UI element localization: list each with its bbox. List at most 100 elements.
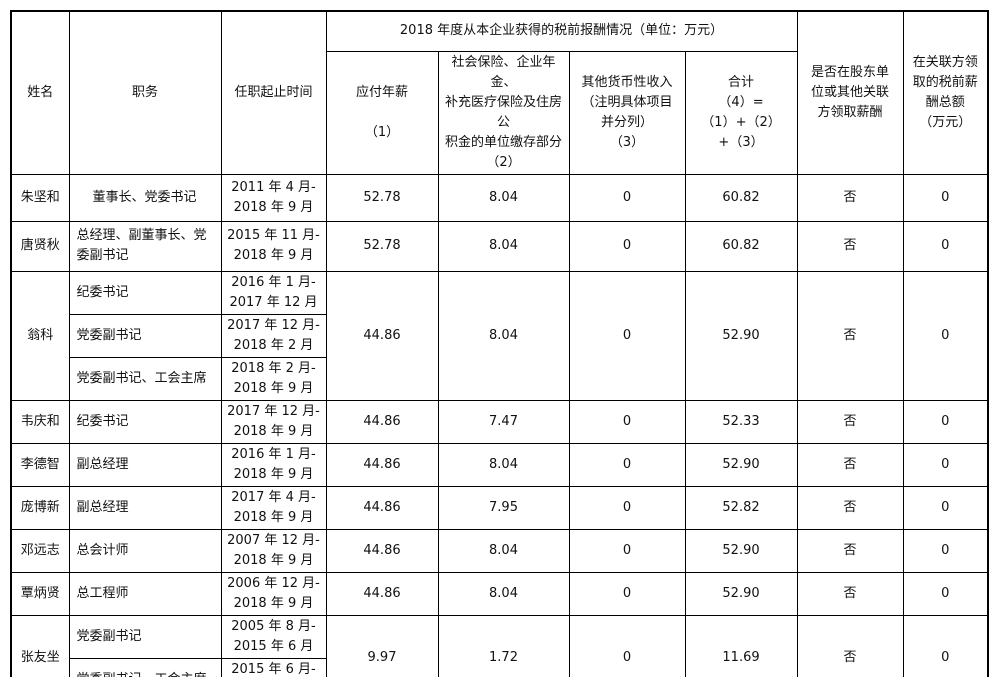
insurance-cell: 8.04 [437, 571, 570, 616]
salary-cell: 52.78 [325, 173, 439, 222]
position-cell: 总经理、副董事长、党委副书记 [68, 220, 222, 272]
table-row: 翁科 纪委书记 2016 年 1 月- 2017 年 12 月 44.86 8.… [10, 270, 989, 401]
table-row: 党委副书记、工会主席 2018 年 2 月- 2018 年 9 月 [11, 356, 988, 401]
table-row: 邓远志 总会计师 2007 年 12 月- 2018 年 9 月 44.86 8… [10, 528, 989, 573]
total-cell: 60.82 [684, 173, 798, 222]
position-cell: 党委副书记、工会主席 [68, 356, 222, 401]
name-cell: 邓远志 [10, 528, 70, 573]
table-row: 韦庆和 纪委书记 2017 年 12 月- 2018 年 9 月 44.86 7… [10, 399, 989, 444]
term-cell: 2005 年 8 月- 2015 年 6 月 [220, 614, 327, 659]
name-cell: 唐贤秋 [10, 220, 70, 272]
name-cell: 翁科 [10, 270, 70, 401]
header-position: 职务 [68, 10, 222, 175]
header-total: 合计 （4）=（1）+（2） +（3） [684, 50, 798, 175]
term-cell: 2016 年 1 月- 2018 年 9 月 [220, 442, 327, 487]
related-amount-cell: 0 [902, 571, 989, 616]
total-cell: 52.90 [684, 442, 798, 487]
header-insurance: 社会保险、企业年金、 补充医疗保险及住房公 积金的单位缴存部分 （2） [437, 50, 570, 175]
related-pay-cell: 否 [796, 270, 904, 401]
salary-cell: 44.86 [325, 571, 439, 616]
position-cell: 董事长、党委书记 [68, 173, 222, 222]
table-header-row-1: 姓名 职务 任职起止时间 2018 年度从本企业获得的税前报酬情况（单位：万元）… [10, 10, 989, 175]
term-cell: 2017 年 4 月- 2018 年 9 月 [220, 485, 327, 530]
term-cell: 2006 年 12 月- 2018 年 9 月 [220, 571, 327, 616]
table-row: 唐贤秋 总经理、副董事长、党委副书记 2015 年 11 月- 2018 年 9… [10, 220, 989, 272]
term-cell: 2016 年 1 月- 2017 年 12 月 [220, 270, 327, 315]
header-group-2018-pretax: 2018 年度从本企业获得的税前报酬情况（单位：万元） [325, 10, 798, 52]
total-cell: 52.90 [684, 270, 798, 401]
header-related-pay-question: 是否在股东单 位或其他关联 方领取薪酬 [796, 10, 904, 175]
related-pay-cell: 否 [796, 173, 904, 222]
header-name: 姓名 [10, 10, 70, 175]
position-cell: 纪委书记 [68, 399, 222, 444]
position-cell: 党委副书记 [68, 313, 222, 358]
related-pay-cell: 否 [796, 485, 904, 530]
position-cell: 总会计师 [68, 528, 222, 573]
name-cell: 张友坐 [10, 614, 70, 677]
header-related-pay-amount: 在关联方领 取的税前薪 酬总额 （万元） [902, 10, 989, 175]
other-income-cell: 0 [568, 528, 686, 573]
related-amount-cell: 0 [902, 220, 989, 272]
name-cell: 庞博新 [10, 485, 70, 530]
related-pay-cell: 否 [796, 442, 904, 487]
table-row: 党委副书记、工会主席 2015 年 6 月- 2018 年 2 月 [11, 657, 988, 677]
salary-cell: 44.86 [325, 270, 439, 401]
other-income-cell: 0 [568, 399, 686, 444]
term-cell: 2015 年 6 月- 2018 年 2 月 [220, 657, 327, 677]
insurance-cell: 8.04 [437, 220, 570, 272]
related-amount-cell: 0 [902, 173, 989, 222]
related-amount-cell: 0 [902, 270, 989, 401]
related-amount-cell: 0 [902, 485, 989, 530]
position-cell: 副总经理 [68, 442, 222, 487]
header-salary: 应付年薪 （1） [325, 50, 439, 175]
related-amount-cell: 0 [902, 399, 989, 444]
related-amount-cell: 0 [902, 528, 989, 573]
salary-cell: 52.78 [325, 220, 439, 272]
term-cell: 2007 年 12 月- 2018 年 9 月 [220, 528, 327, 573]
insurance-cell: 8.04 [437, 173, 570, 222]
total-cell: 52.82 [684, 485, 798, 530]
total-cell: 60.82 [684, 220, 798, 272]
term-cell: 2015 年 11 月- 2018 年 9 月 [220, 220, 327, 272]
salary-cell: 44.86 [325, 442, 439, 487]
related-pay-cell: 否 [796, 399, 904, 444]
other-income-cell: 0 [568, 173, 686, 222]
position-cell: 副总经理 [68, 485, 222, 530]
position-cell: 总工程师 [68, 571, 222, 616]
position-cell: 纪委书记 [68, 270, 222, 315]
header-term: 任职起止时间 [220, 10, 327, 175]
insurance-cell: 8.04 [437, 528, 570, 573]
salary-cell: 9.97 [325, 614, 439, 677]
related-amount-cell: 0 [902, 614, 989, 677]
related-pay-cell: 否 [796, 220, 904, 272]
related-pay-cell: 否 [796, 571, 904, 616]
insurance-cell: 8.04 [437, 442, 570, 487]
header-other-income: 其他货币性收入 （注明具体项目 并分列） （3） [568, 50, 686, 175]
term-cell: 2011 年 4 月- 2018 年 9 月 [220, 173, 327, 222]
related-pay-cell: 否 [796, 528, 904, 573]
total-cell: 52.33 [684, 399, 798, 444]
term-cell: 2018 年 2 月- 2018 年 9 月 [220, 356, 327, 401]
insurance-cell: 7.47 [437, 399, 570, 444]
position-cell: 党委副书记 [68, 614, 222, 659]
insurance-cell: 1.72 [437, 614, 570, 677]
total-cell: 52.90 [684, 571, 798, 616]
salary-cell: 44.86 [325, 485, 439, 530]
other-income-cell: 0 [568, 571, 686, 616]
name-cell: 李德智 [10, 442, 70, 487]
name-cell: 覃炳贤 [10, 571, 70, 616]
other-income-cell: 0 [568, 270, 686, 401]
name-cell: 韦庆和 [10, 399, 70, 444]
position-cell: 党委副书记、工会主席 [68, 657, 222, 677]
salary-cell: 44.86 [325, 399, 439, 444]
table-row: 李德智 副总经理 2016 年 1 月- 2018 年 9 月 44.86 8.… [10, 442, 989, 487]
name-cell: 朱坚和 [10, 173, 70, 222]
salary-cell: 44.86 [325, 528, 439, 573]
other-income-cell: 0 [568, 442, 686, 487]
table-row: 覃炳贤 总工程师 2006 年 12 月- 2018 年 9 月 44.86 8… [10, 571, 989, 616]
compensation-table: 姓名 职务 任职起止时间 2018 年度从本企业获得的税前报酬情况（单位：万元）… [10, 10, 990, 677]
insurance-cell: 7.95 [437, 485, 570, 530]
other-income-cell: 0 [568, 614, 686, 677]
table-row: 庞博新 副总经理 2017 年 4 月- 2018 年 9 月 44.86 7.… [10, 485, 989, 530]
